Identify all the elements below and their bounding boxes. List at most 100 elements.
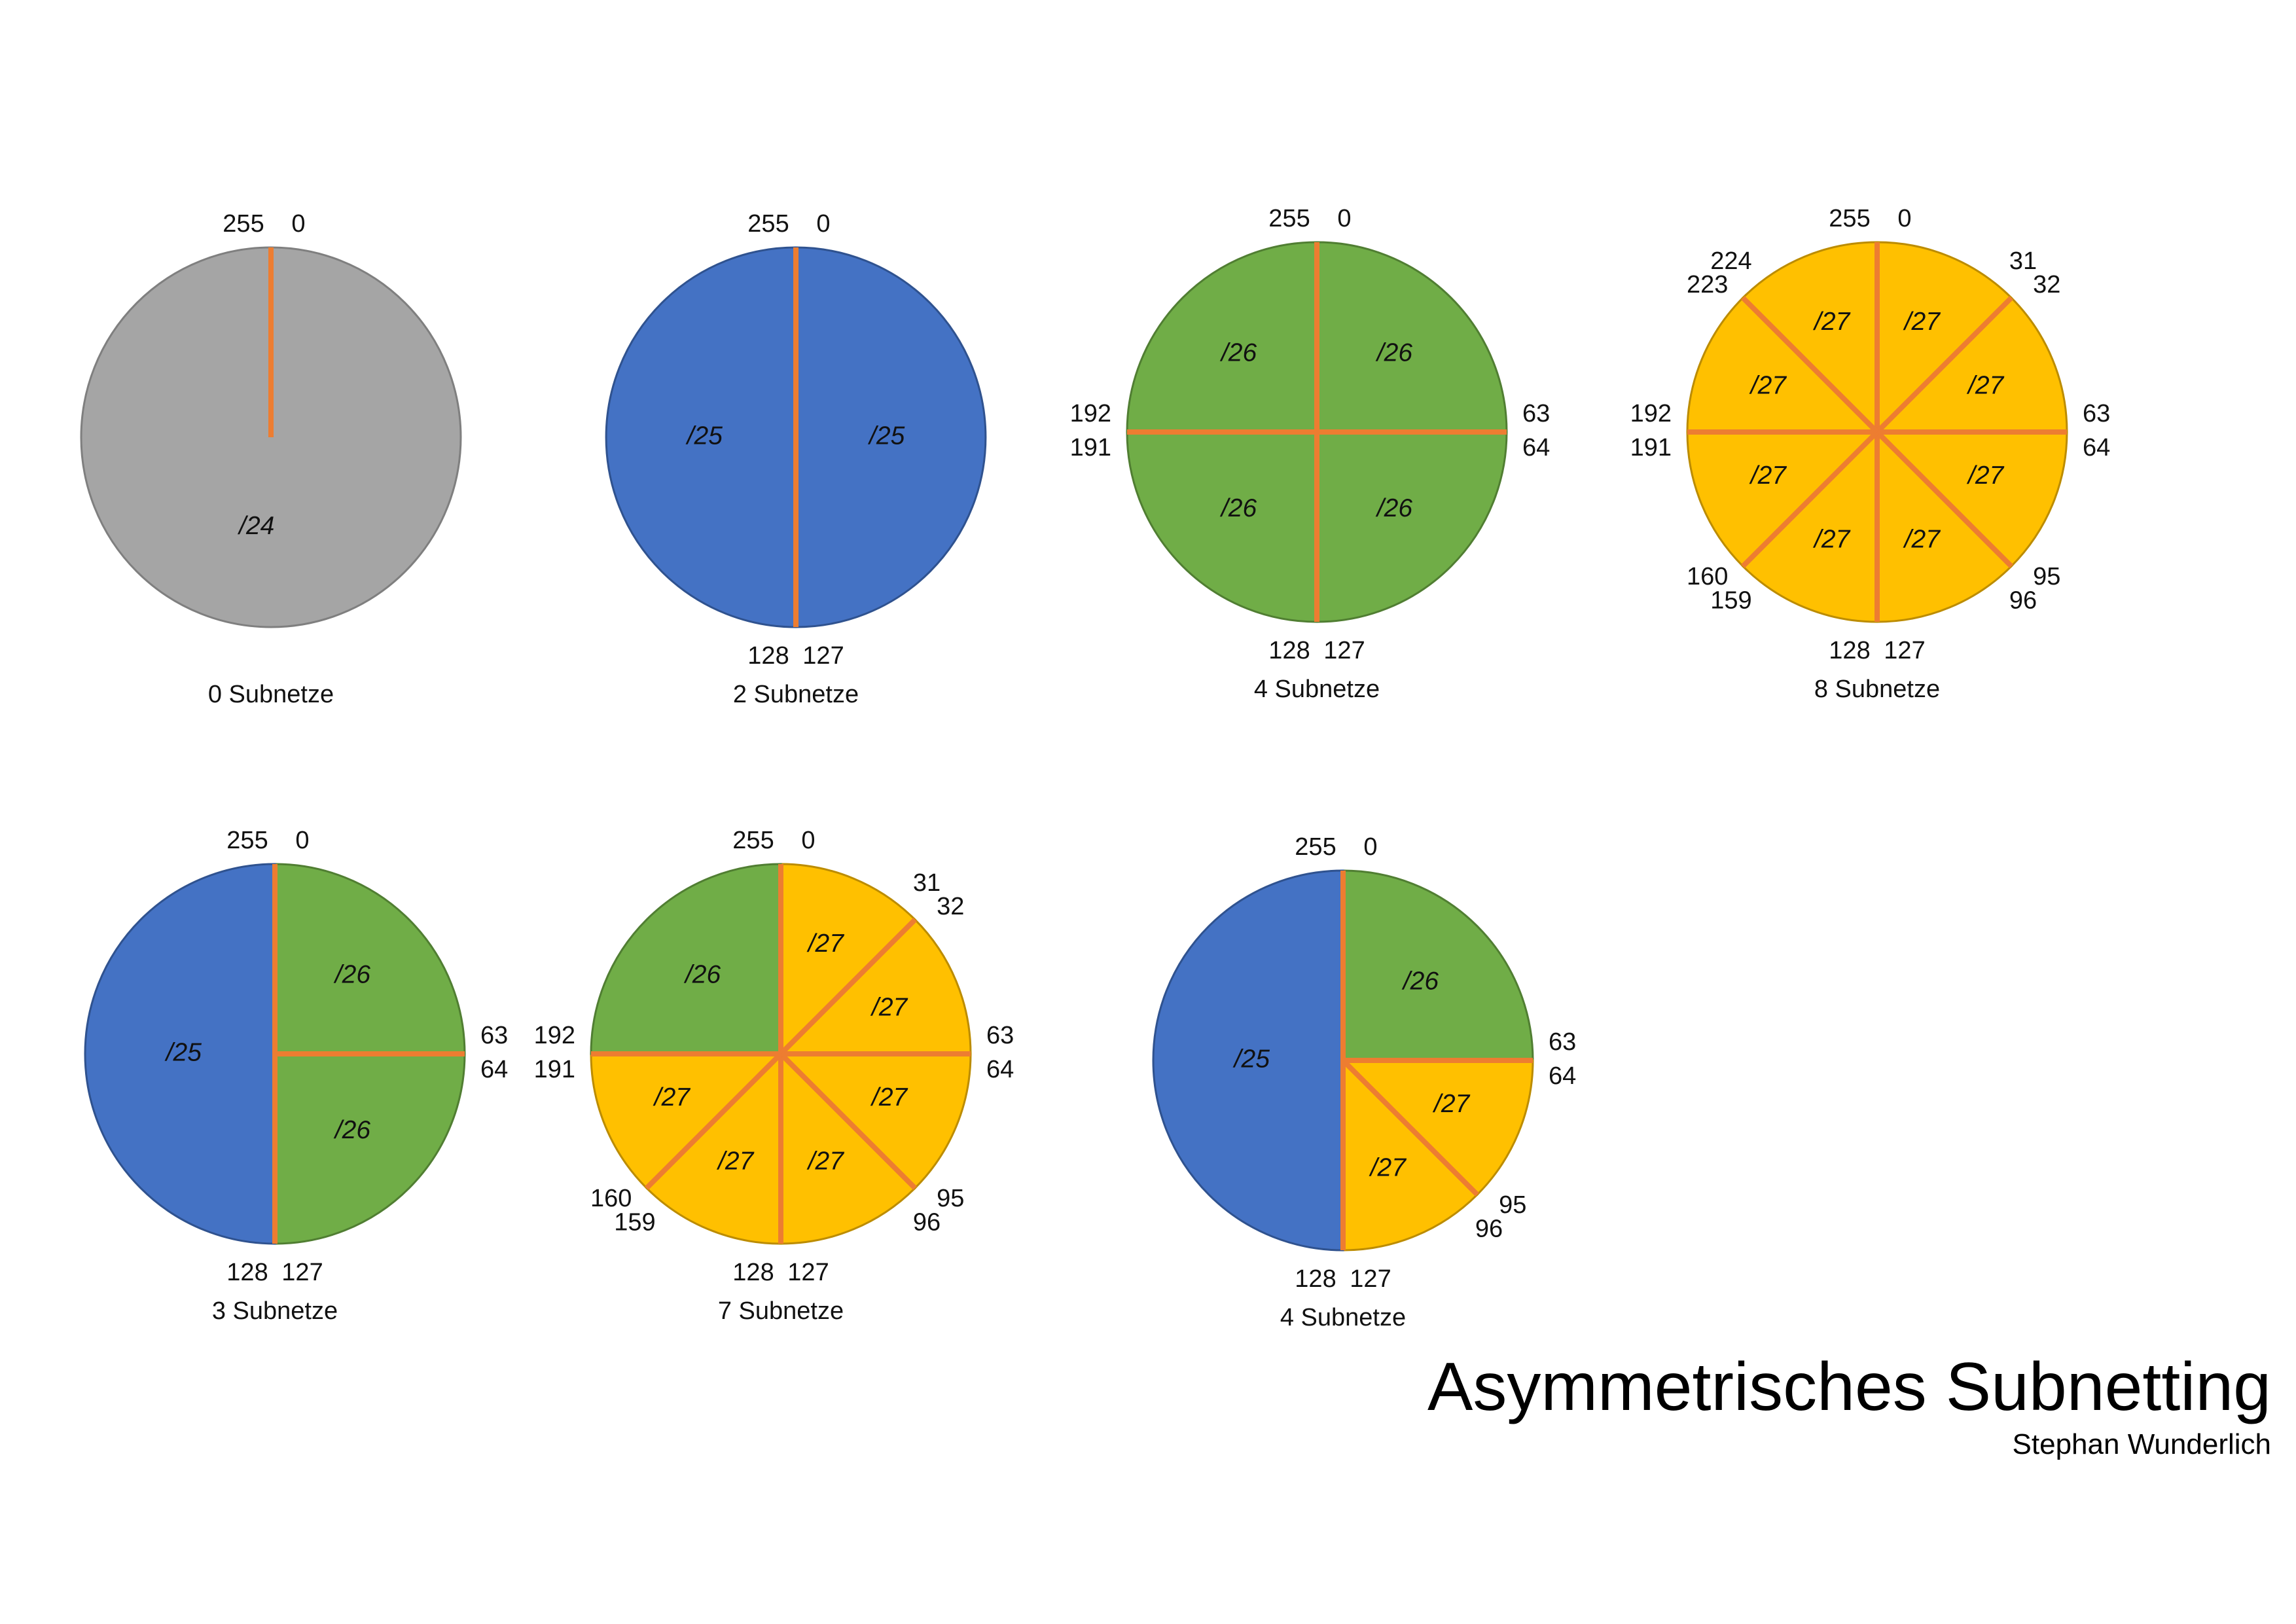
subnet-prefix-label: /27 [1903,308,1941,336]
boundary-address-label: 223 [1687,271,1728,298]
subnet-boundary-line [1741,430,1879,568]
subnet-sector [1126,431,1318,623]
boundary-address-label: 64 [1522,434,1550,461]
boundary-address-label: 64 [986,1056,1014,1083]
subnet-sector [778,918,972,1055]
subnet-boundary-line [1341,1058,1479,1197]
boundary-address-label: 63 [480,1022,508,1049]
diagram-caption: 3 Subnetze [212,1297,338,1325]
boundary-address-label: 0 [816,210,830,238]
subnet-prefix-label: /27 [1966,461,2005,490]
subnet-prefix-label: /27 [870,993,908,1021]
subnet-sector [1340,1059,1534,1197]
subnet-sector [778,1053,972,1190]
boundary-address-label: 127 [281,1259,323,1286]
subnet-diagram: /26/26/26/26 255 0 63 64 127 128 191 192 4 Subnet… [1070,205,1551,703]
boundary-address-label: 255 [1295,833,1336,861]
boundary-address-label: 128 [732,1259,774,1286]
subnet-sector [1126,241,1318,433]
document-author: Stephan Wunderlich [2012,1428,2271,1460]
boundary-address-label: 255 [226,827,268,854]
subnet-boundary-line [645,1052,783,1190]
boundary-address-label: 127 [1323,637,1365,664]
boundary-address-label: 255 [732,827,774,854]
boundary-address-label: 95 [1499,1191,1526,1219]
boundary-address-label: 32 [2033,271,2060,298]
subnet-sector [1874,431,2068,568]
subnet-sector [1342,869,1534,1062]
subnet-sector [590,1053,783,1190]
subnet-sector [1316,431,1508,623]
boundary-address-label: 0 [295,827,309,854]
boundary-address-label: 95 [937,1185,964,1212]
subnet-prefix-label: /26 [1401,967,1439,995]
subnet-prefix-label: /27 [1903,525,1941,553]
diagram-caption: 4 Subnetze [1280,1304,1406,1331]
subnet-prefix-label: /27 [1749,371,1787,399]
subnet-prefix-label: /27 [1369,1153,1407,1182]
subnet-prefix-label: /26 [333,960,371,988]
subnet-sector [605,246,797,628]
subnet-sector [1874,296,2068,433]
diagram-caption: 2 Subnetze [733,681,859,708]
subnet-prefix-label: /27 [806,929,845,958]
subnet-boundary-line [1741,296,1879,434]
boundary-address-label: 63 [2083,400,2110,427]
subnet-prefix-label: /24 [237,512,274,540]
boundary-address-label: 160 [1687,563,1728,590]
boundary-address-label: 191 [1630,434,1672,461]
subnet-sector [780,1051,917,1245]
subnet-sector [1686,296,1880,433]
subnet-prefix-label: /25 [685,422,723,450]
subnet-prefix-label: /26 [1375,494,1413,522]
subnet-sector [84,863,276,1245]
boundary-address-label: 0 [291,210,305,238]
boundary-address-label: 192 [1070,400,1111,427]
subnet-prefix-label: /25 [1232,1045,1270,1073]
boundary-address-label: 128 [1268,637,1310,664]
subnet-sector [1316,241,1508,433]
subnet-sector [1686,431,1880,568]
subnet-diagram: /24 255 0 0 Subnetze [80,210,462,708]
subnet-sector [1342,1058,1479,1252]
boundary-address-label: 63 [986,1022,1014,1049]
subnet-sector [645,1051,782,1245]
subnet-prefix-label: /26 [333,1116,371,1144]
boundary-address-label: 96 [1475,1215,1503,1242]
boundary-address-label: 63 [1549,1028,1576,1056]
diagram-caption: 7 Subnetze [718,1297,844,1325]
boundary-address-label: 96 [2009,586,2037,614]
subnet-sector [1876,429,2013,623]
boundary-address-label: 64 [1549,1062,1576,1090]
subnet-boundary-line [1875,430,2013,568]
boundary-address-label: 255 [747,210,789,238]
subnet-sector [1152,869,1344,1252]
subnet-boundary-line [779,1052,917,1190]
boundary-address-label: 127 [1350,1265,1391,1293]
subnet-prefix-label: /26 [1375,338,1413,367]
boundary-address-label: 255 [1268,205,1310,232]
subnet-sector [1741,429,1878,623]
boundary-address-label: 128 [747,642,789,670]
subnet-prefix-label: /27 [1432,1090,1471,1118]
boundary-address-label: 192 [1630,400,1672,427]
boundary-address-label: 32 [937,893,964,920]
boundary-address-label: 160 [590,1185,632,1212]
subnet-prefix-label: /27 [653,1083,691,1111]
boundary-address-label: 224 [1710,247,1751,275]
boundary-address-label: 31 [2009,247,2037,275]
document-title: Asymmetrisches Subnetting [1427,1349,2271,1425]
subnet-prefix-label: /27 [1812,308,1851,336]
boundary-address-label: 127 [802,642,844,670]
subnet-prefix-label: /25 [867,422,905,450]
boundary-address-label: 63 [1522,400,1550,427]
boundary-address-label: 128 [226,1259,268,1286]
boundary-address-label: 128 [1295,1265,1336,1293]
diagram-caption: 0 Subnetze [208,681,334,708]
subnet-prefix-label: /25 [164,1038,202,1066]
boundary-address-label: 0 [1337,205,1351,232]
subnet-sector [274,1053,466,1245]
